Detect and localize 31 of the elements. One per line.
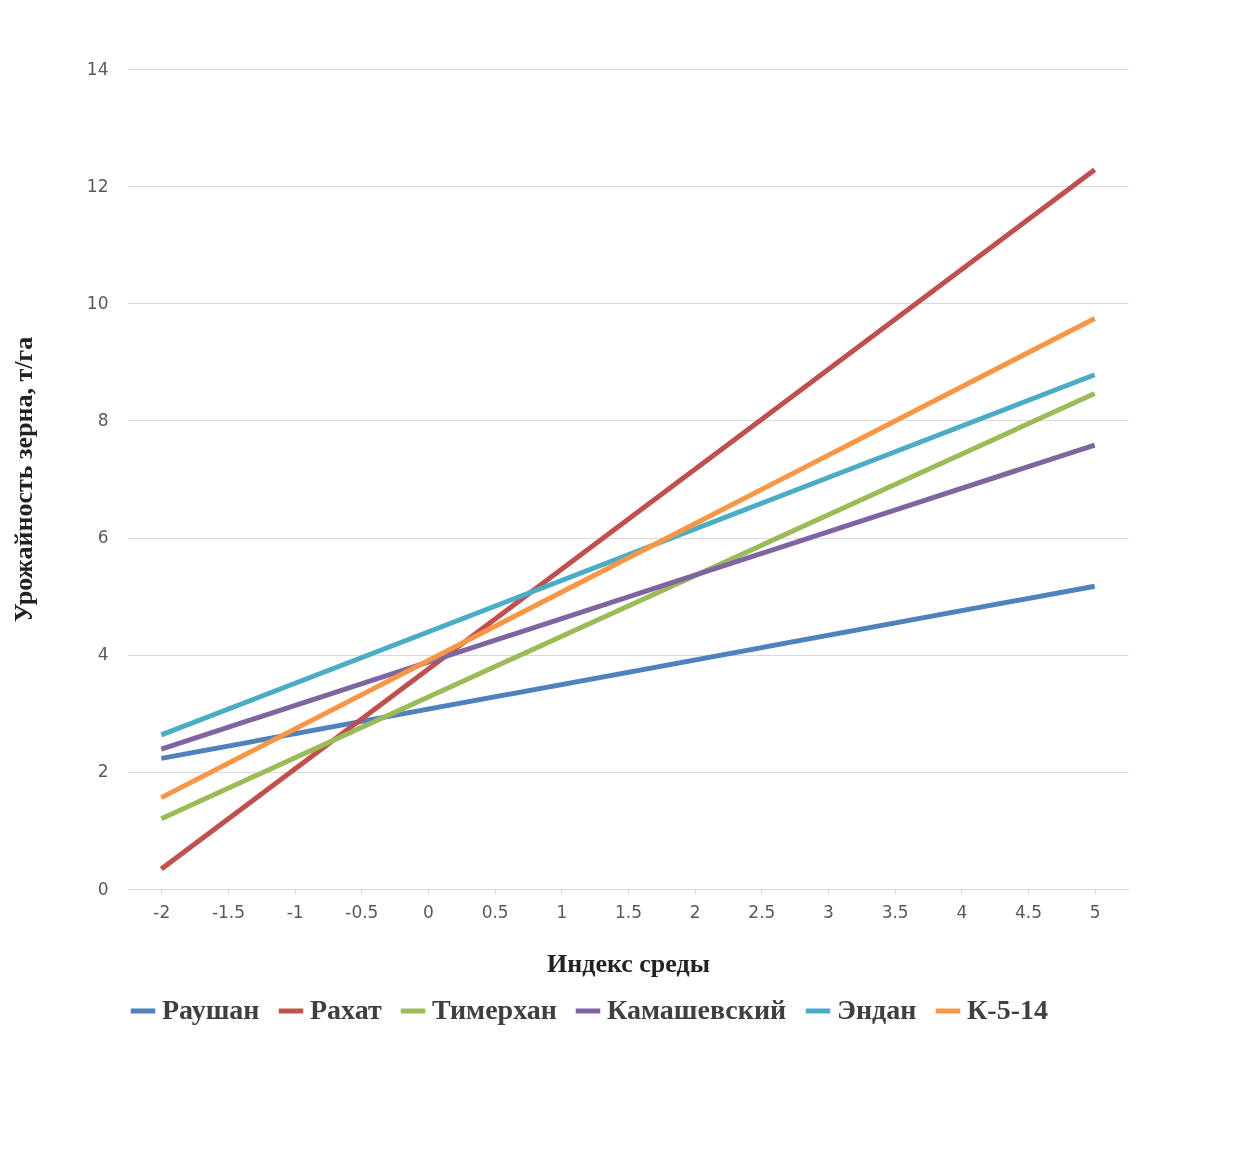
x-tick-label: 5 <box>1089 901 1101 922</box>
x-tick-label: 3 <box>823 901 834 922</box>
legend-label: Тимерхан <box>432 994 557 1025</box>
x-tick-label: 4 <box>956 901 968 922</box>
y-tick-label: 4 <box>97 644 109 665</box>
x-tick-label: -2 <box>153 901 171 922</box>
y-tick-label: 8 <box>97 409 109 430</box>
x-tick-label: 1 <box>556 901 568 922</box>
x-tick-label: -1.5 <box>211 901 246 922</box>
legend-label: Камашевский <box>607 994 787 1025</box>
y-tick-label: 10 <box>86 292 109 313</box>
x-tick-label: 4.5 <box>1014 901 1043 922</box>
x-axis-title: Индекс среды <box>547 948 710 978</box>
x-tick-label: 0.5 <box>481 901 509 922</box>
legend-label: К-5-14 <box>967 994 1048 1025</box>
legend-label: Эндан <box>837 994 917 1025</box>
x-tick-label: 2.5 <box>748 901 776 922</box>
x-tick-label: -1 <box>286 901 304 922</box>
legend-label: Раушан <box>162 994 260 1025</box>
y-axis-title: Урожайность зерна, т/га <box>8 336 38 623</box>
y-tick-label: 6 <box>97 527 109 548</box>
y-tick-label: 14 <box>86 58 109 79</box>
y-tick-label: 2 <box>97 761 109 782</box>
x-tick-label: 0 <box>423 901 434 922</box>
x-tick-label: -0.5 <box>345 901 379 922</box>
x-tick-label: 1.5 <box>614 901 643 922</box>
y-tick-label: 12 <box>86 175 109 196</box>
x-tick-label: 2 <box>689 901 701 922</box>
legend-label: Рахат <box>310 994 383 1025</box>
x-tick-label: 3.5 <box>881 901 909 922</box>
y-tick-label: 0 <box>97 878 109 899</box>
